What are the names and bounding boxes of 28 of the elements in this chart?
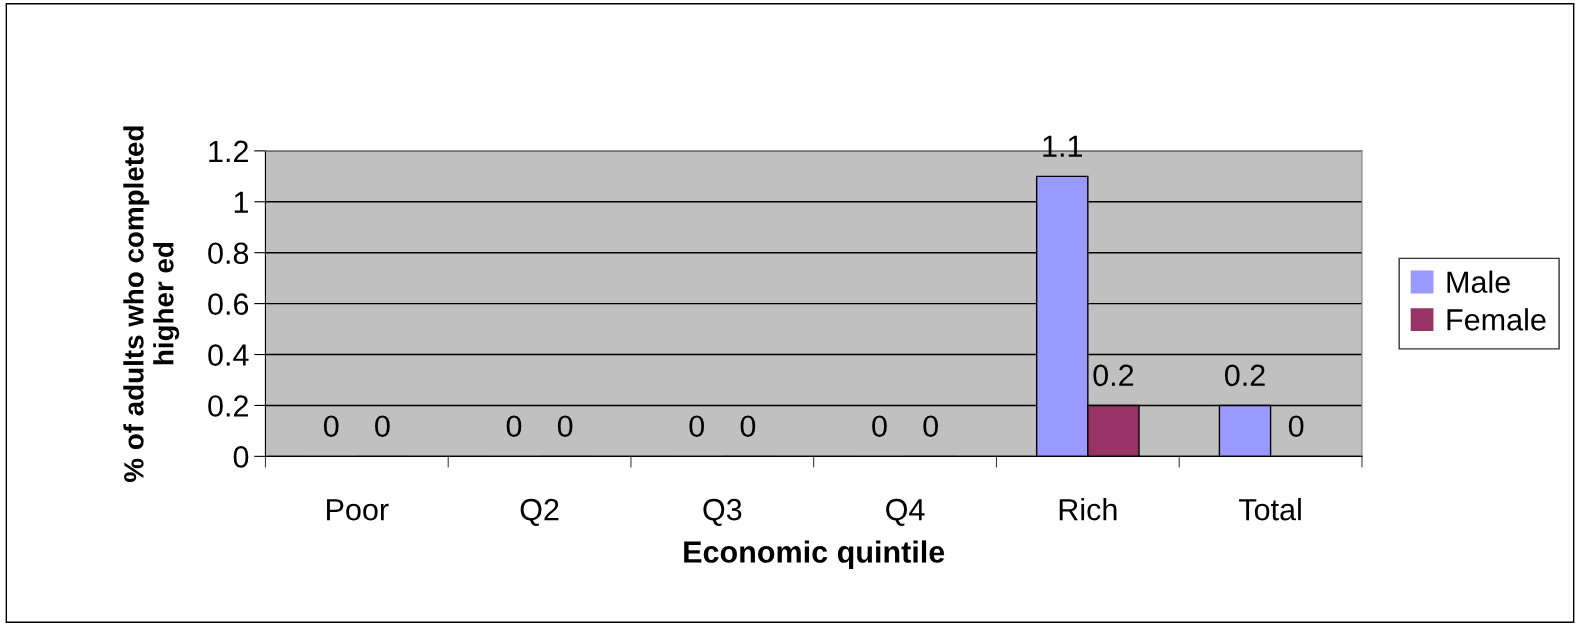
- data-label: 0: [1288, 415, 1304, 438]
- data-label: 0: [323, 415, 339, 438]
- legend-label: Female: [1447, 308, 1546, 331]
- data-label: 0: [557, 415, 573, 438]
- data-label: 0: [923, 415, 938, 438]
- y-axis-title: % of adults who completed higher ed: [123, 126, 180, 482]
- data-label: 0: [689, 415, 705, 438]
- data-label: 0.2: [1093, 364, 1134, 387]
- data-label: 0: [506, 415, 522, 438]
- x-tick-label: Q3: [703, 498, 742, 526]
- x-tick-label: Q4: [886, 498, 925, 526]
- data-label: 0: [375, 415, 390, 438]
- x-tick-label: Q2: [520, 498, 559, 526]
- data-label: 0: [872, 415, 887, 438]
- y-tick-label: 0.2: [208, 395, 248, 417]
- x-tick-label: Total: [1239, 498, 1301, 521]
- y-tick-label: 0: [233, 446, 249, 468]
- y-tick-label: 0.4: [208, 344, 249, 366]
- x-tick-label: Rich: [1059, 498, 1117, 521]
- y-tick-label: 1: [234, 191, 248, 213]
- data-label: 0.2: [1224, 364, 1265, 387]
- y-tick-label: 0.8: [208, 242, 249, 265]
- x-tick-label: Poor: [327, 499, 389, 521]
- data-label: 0: [740, 415, 756, 438]
- y-tick-label: 0.6: [208, 293, 249, 315]
- y-tick-label: 1.2: [209, 140, 248, 162]
- x-axis-title: Economic quintile: [684, 540, 945, 569]
- legend-label: Male: [1447, 270, 1510, 293]
